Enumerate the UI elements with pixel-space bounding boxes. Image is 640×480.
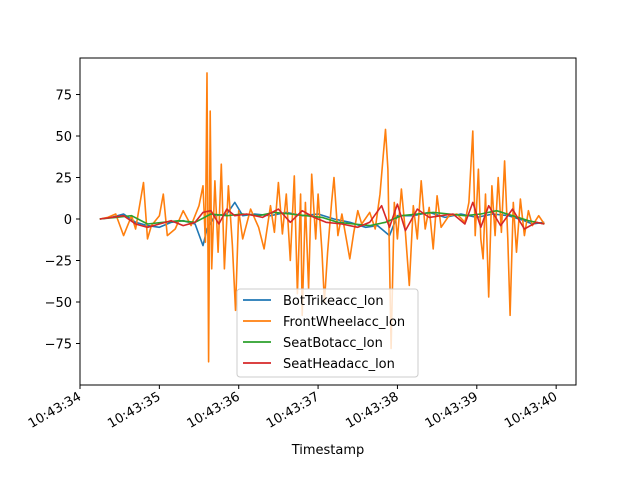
series-line-1 bbox=[99, 72, 545, 363]
legend-box bbox=[236, 288, 419, 378]
legend-label-2: SeatBotacc_lon bbox=[283, 336, 383, 351]
legend-label-3: SeatHeadacc_lon bbox=[283, 357, 395, 372]
series-line-3 bbox=[99, 201, 545, 232]
y-tick-label-4: 25 bbox=[55, 172, 72, 187]
y-tick-label-0: −75 bbox=[45, 338, 72, 353]
legend-label-0: BotTrikeacc_lon bbox=[283, 294, 384, 309]
y-axis: −75 −50 −25 0 25 50 75 bbox=[45, 89, 80, 353]
legend-items: BotTrikeacc_lon FrontWheelacc_lon SeatBota… bbox=[243, 294, 405, 372]
x-axis-title: Timestamp bbox=[291, 443, 365, 458]
axes-frame bbox=[79, 57, 577, 386]
y-tick-label-6: 75 bbox=[55, 89, 72, 104]
y-tick-label-1: −50 bbox=[45, 296, 72, 311]
series-layer bbox=[99, 72, 545, 363]
legend: BotTrikeacc_lon FrontWheelacc_lon SeatBota… bbox=[236, 288, 419, 378]
y-tick-label-5: 50 bbox=[55, 130, 72, 145]
y-tick-label-2: −25 bbox=[45, 255, 72, 270]
y-tick-label-3: 0 bbox=[64, 213, 72, 228]
legend-label-1: FrontWheelacc_lon bbox=[283, 315, 405, 330]
